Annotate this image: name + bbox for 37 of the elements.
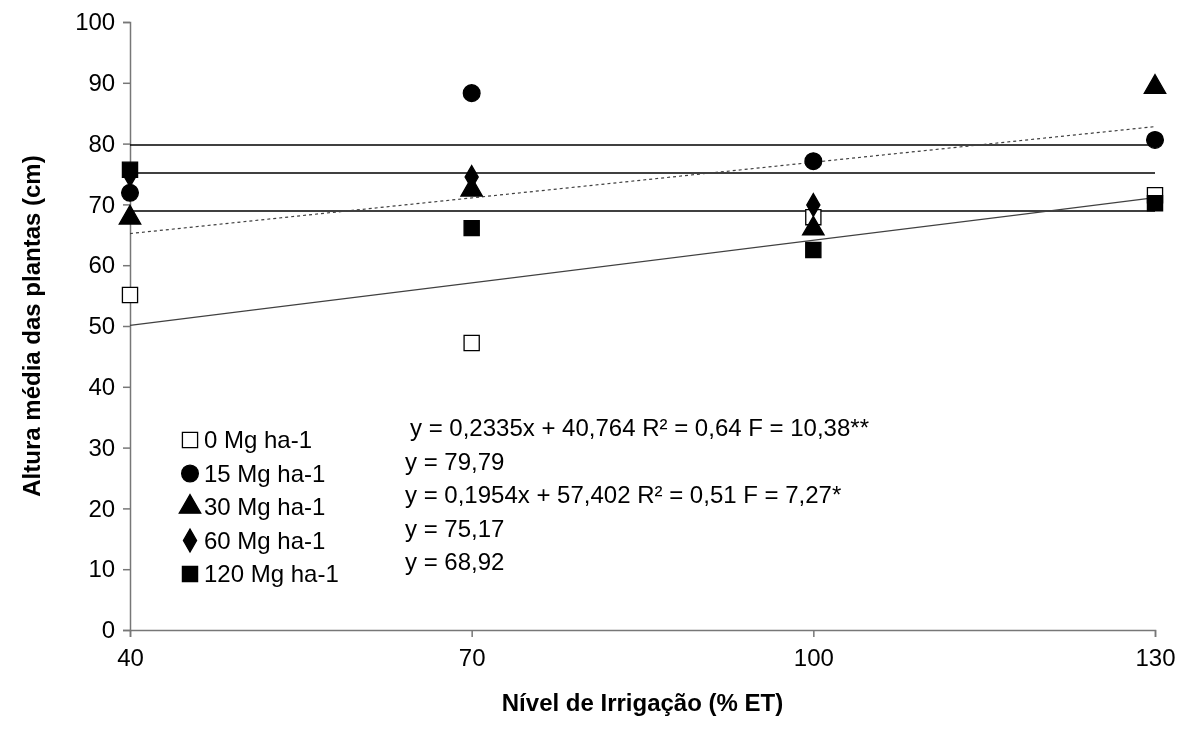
legend-label: 15 Mg ha-1 [204, 459, 326, 487]
y-tick-label: 70 [88, 190, 116, 218]
x-tick-label: 40 [117, 644, 144, 672]
point [805, 241, 822, 259]
legend-label: 120 Mg ha-1 [204, 560, 339, 587]
y-tick-label: 50 [88, 312, 116, 340]
x-tick-label: 70 [458, 644, 486, 672]
point [463, 334, 480, 352]
y-tick-label: 0 [101, 616, 116, 644]
annotation: y = 79,79 [405, 447, 505, 475]
annotation: y = 0,2335x + 40,764 R² = 0,64 F = 10,38** [410, 414, 869, 441]
point [120, 183, 140, 202]
point [462, 84, 481, 103]
point [121, 286, 139, 304]
point [804, 152, 823, 171]
y-tick-label: 30 [88, 433, 116, 461]
point [121, 161, 139, 178]
x-tick-label: 130 [1135, 644, 1176, 672]
y-tick-label: 20 [88, 494, 116, 522]
x-axis-title: Nível de Irrigação (% ET) [501, 689, 784, 716]
annotation: y = 68,92 [405, 548, 505, 575]
y-tick-label: 60 [88, 251, 116, 279]
y-tick-label: 10 [88, 555, 116, 583]
y-tick-label: 80 [88, 129, 116, 157]
legend-label: 30 Mg ha-1 [204, 493, 326, 520]
point [463, 219, 480, 237]
legend-label: 60 Mg ha-1 [204, 526, 326, 554]
y-tick-label: 40 [88, 372, 116, 400]
x-tick-label: 100 [793, 644, 834, 672]
legend-label: 0 Mg ha-1 [204, 426, 313, 453]
annotation: y = 0,1954x + 57,402 R² = 0,51 F = 7,27* [405, 481, 842, 508]
point [1146, 194, 1164, 212]
y-tick-label: 90 [88, 68, 116, 96]
point [1145, 130, 1165, 149]
annotation: y = 75,17 [405, 514, 505, 542]
y-axis-title: Altura média das plantas (cm) [18, 155, 45, 497]
y-tick-label: 100 [75, 8, 116, 36]
